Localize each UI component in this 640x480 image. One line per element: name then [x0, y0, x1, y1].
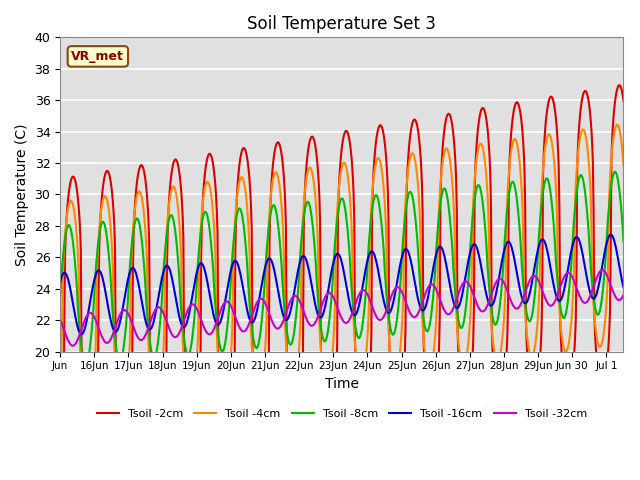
Tsoil -16cm — [429, 269, 436, 275]
Tsoil -8cm — [607, 187, 614, 193]
Tsoil -8cm — [367, 213, 375, 219]
Tsoil -2cm — [572, 317, 580, 323]
Tsoil -2cm — [620, 98, 627, 104]
Tsoil -32cm — [607, 284, 615, 290]
Tsoil -4cm — [620, 163, 627, 168]
Line: Tsoil -2cm: Tsoil -2cm — [60, 85, 623, 472]
Tsoil -2cm — [436, 195, 444, 201]
Tsoil -32cm — [436, 298, 444, 303]
Tsoil -32cm — [429, 282, 436, 288]
Tsoil -16cm — [620, 285, 627, 290]
Tsoil -8cm — [572, 197, 580, 203]
Tsoil -32cm — [474, 304, 482, 310]
Tsoil -16cm — [77, 331, 85, 337]
Tsoil -32cm — [69, 343, 77, 348]
Tsoil -16cm — [436, 244, 444, 250]
Tsoil -16cm — [367, 249, 375, 254]
Legend: Tsoil -2cm, Tsoil -4cm, Tsoil -8cm, Tsoil -16cm, Tsoil -32cm: Tsoil -2cm, Tsoil -4cm, Tsoil -8cm, Tsoi… — [92, 404, 591, 423]
Tsoil -4cm — [607, 165, 614, 170]
Line: Tsoil -4cm: Tsoil -4cm — [60, 125, 623, 419]
Tsoil -4cm — [56, 377, 64, 383]
Tsoil -2cm — [429, 411, 436, 417]
Title: Soil Temperature Set 3: Soil Temperature Set 3 — [248, 15, 436, 33]
Line: Tsoil -32cm: Tsoil -32cm — [60, 270, 623, 346]
Tsoil -8cm — [429, 300, 436, 305]
Text: VR_met: VR_met — [72, 50, 124, 63]
Tsoil -2cm — [474, 124, 482, 130]
Tsoil -32cm — [367, 301, 375, 307]
Tsoil -2cm — [616, 82, 623, 88]
Tsoil -4cm — [367, 203, 375, 209]
Y-axis label: Soil Temperature (C): Soil Temperature (C) — [15, 123, 29, 265]
Tsoil -4cm — [474, 146, 482, 152]
Tsoil -16cm — [607, 232, 614, 238]
Tsoil -8cm — [82, 362, 90, 368]
Tsoil -2cm — [86, 469, 94, 475]
Tsoil -32cm — [598, 267, 606, 273]
Tsoil -4cm — [572, 183, 580, 189]
Tsoil -2cm — [56, 458, 64, 464]
Tsoil -8cm — [474, 182, 482, 188]
Tsoil -2cm — [607, 254, 614, 260]
Tsoil -8cm — [611, 169, 619, 175]
Tsoil -4cm — [84, 416, 92, 421]
Tsoil -4cm — [429, 357, 436, 363]
Tsoil -32cm — [572, 283, 580, 288]
Tsoil -16cm — [572, 234, 580, 240]
Tsoil -32cm — [56, 317, 64, 323]
Tsoil -32cm — [620, 292, 627, 298]
Tsoil -4cm — [436, 181, 444, 187]
Tsoil -8cm — [56, 294, 64, 300]
Tsoil -16cm — [607, 232, 615, 238]
X-axis label: Time: Time — [325, 377, 359, 391]
Tsoil -16cm — [56, 279, 64, 285]
Tsoil -16cm — [474, 250, 482, 255]
Line: Tsoil -8cm: Tsoil -8cm — [60, 172, 623, 365]
Tsoil -2cm — [367, 331, 375, 336]
Line: Tsoil -16cm: Tsoil -16cm — [60, 235, 623, 334]
Tsoil -4cm — [613, 122, 621, 128]
Tsoil -8cm — [436, 200, 444, 205]
Tsoil -8cm — [620, 239, 627, 244]
